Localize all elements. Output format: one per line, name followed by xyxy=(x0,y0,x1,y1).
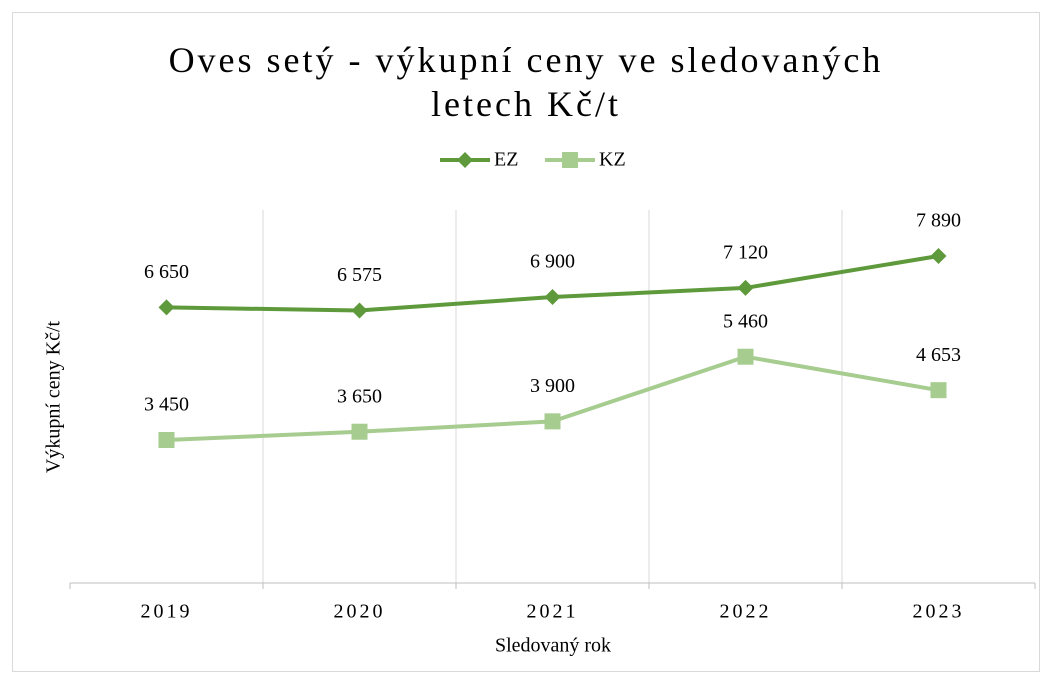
data-label: 6 575 xyxy=(337,264,382,286)
x-tick-label: 2022 xyxy=(720,601,772,623)
marker xyxy=(930,382,947,399)
marker xyxy=(544,413,561,430)
marker xyxy=(158,299,175,316)
marker xyxy=(351,302,368,319)
data-label: 6 900 xyxy=(530,251,575,273)
data-label: 7 120 xyxy=(723,242,768,264)
x-tick-label: 2023 xyxy=(913,601,965,623)
x-tick-label: 2019 xyxy=(141,601,193,623)
data-label: 5 460 xyxy=(723,310,768,332)
marker xyxy=(351,423,368,440)
marker xyxy=(544,289,561,306)
marker xyxy=(737,279,754,296)
legend-label: EZ xyxy=(494,149,518,171)
data-label: 3 650 xyxy=(337,385,382,407)
x-tick-label: 2020 xyxy=(334,601,386,623)
y-axis-label: Výkupní ceny Kč/t xyxy=(43,320,65,473)
data-label: 3 900 xyxy=(530,375,575,397)
legend-marker xyxy=(457,152,473,168)
chart-title: Oves setý - výkupní ceny ve sledovaných … xyxy=(168,40,884,124)
data-label: 4 653 xyxy=(916,344,961,366)
data-label: 7 890 xyxy=(916,210,961,232)
data-label: 6 650 xyxy=(144,261,189,283)
marker xyxy=(737,348,754,365)
chart-frame xyxy=(12,12,1040,672)
marker xyxy=(158,432,175,449)
data-label: 3 450 xyxy=(144,394,189,416)
x-axis-label: Sledovaný rok xyxy=(495,635,611,657)
legend-marker xyxy=(562,152,578,168)
marker xyxy=(930,248,947,265)
x-tick-label: 2021 xyxy=(527,601,579,623)
legend-label: KZ xyxy=(599,149,626,171)
